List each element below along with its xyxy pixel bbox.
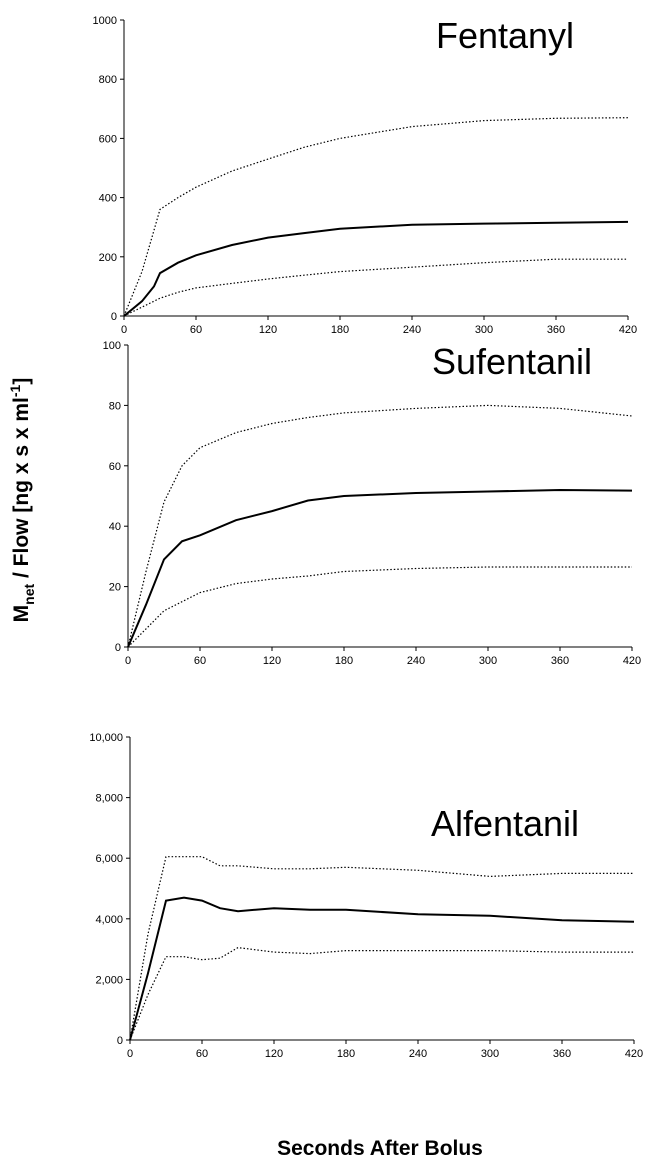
y-label-part: M: [10, 605, 33, 623]
x-tick-label: 120: [263, 655, 281, 667]
y-tick-label: 40: [109, 521, 121, 533]
y-tick-label: 2,000: [95, 974, 123, 986]
bound-line: [123, 258, 628, 317]
x-tick-label: 0: [127, 1048, 133, 1060]
y-tick-label: 4,000: [95, 914, 123, 926]
x-tick-label: 60: [190, 324, 202, 336]
y-tick-label: 20: [109, 582, 121, 594]
y-tick-label: 200: [99, 252, 117, 264]
bound-line: [123, 117, 629, 317]
y-label-part: net: [21, 583, 37, 604]
x-tick-label: 300: [481, 1048, 499, 1060]
bound-line: [127, 404, 633, 648]
mean-line: [127, 488, 633, 648]
x-tick-label: 420: [623, 655, 641, 667]
y-tick-label: 800: [99, 74, 117, 86]
y-tick-label: 0: [115, 642, 121, 654]
x-tick-label: 180: [331, 324, 349, 336]
x-tick-label: 0: [121, 324, 127, 336]
x-tick-label: 300: [479, 655, 497, 667]
y-axis-label: Mnet / Flow [ng x s x ml-1]: [7, 378, 37, 623]
y-tick-label: 80: [109, 400, 121, 412]
y-tick-label: 400: [99, 193, 117, 205]
x-tick-label: 240: [403, 324, 421, 336]
bound-line: [129, 946, 634, 1041]
mean-line: [129, 896, 635, 1041]
x-axis-label: Seconds After Bolus: [277, 1137, 483, 1160]
y-label-part: ]: [10, 378, 33, 385]
x-tick-label: 240: [409, 1048, 427, 1060]
bound-line: [127, 566, 632, 648]
x-tick-label: 300: [475, 324, 493, 336]
y-tick-label: 100: [103, 340, 121, 352]
mean-line: [123, 220, 629, 317]
x-tick-label: 0: [125, 655, 131, 667]
y-label-part: -1: [7, 384, 23, 397]
y-tick-label: 1000: [93, 15, 117, 27]
panel-title: Sufentanil: [432, 341, 592, 382]
x-tick-label: 360: [547, 324, 565, 336]
y-tick-label: 0: [111, 311, 117, 323]
x-tick-label: 180: [335, 655, 353, 667]
y-label-part: / Flow [ng x s x ml: [10, 397, 33, 584]
y-tick-label: 10,000: [89, 732, 123, 744]
x-tick-label: 360: [551, 655, 569, 667]
x-tick-label: 60: [194, 655, 206, 667]
x-tick-label: 360: [553, 1048, 571, 1060]
y-tick-label: 6,000: [95, 853, 123, 865]
y-tick-label: 0: [117, 1035, 123, 1047]
panel-title: Alfentanil: [431, 803, 579, 844]
x-tick-label: 420: [619, 324, 637, 336]
x-tick-label: 120: [265, 1048, 283, 1060]
panel-title: Fentanyl: [436, 15, 574, 56]
bound-line: [129, 856, 634, 1041]
x-tick-label: 60: [196, 1048, 208, 1060]
x-tick-label: 420: [625, 1048, 643, 1060]
x-tick-label: 120: [259, 324, 277, 336]
y-tick-label: 600: [99, 133, 117, 145]
y-tick-label: 60: [109, 461, 121, 473]
x-tick-label: 180: [337, 1048, 355, 1060]
x-tick-label: 240: [407, 655, 425, 667]
y-tick-label: 8,000: [95, 793, 123, 805]
